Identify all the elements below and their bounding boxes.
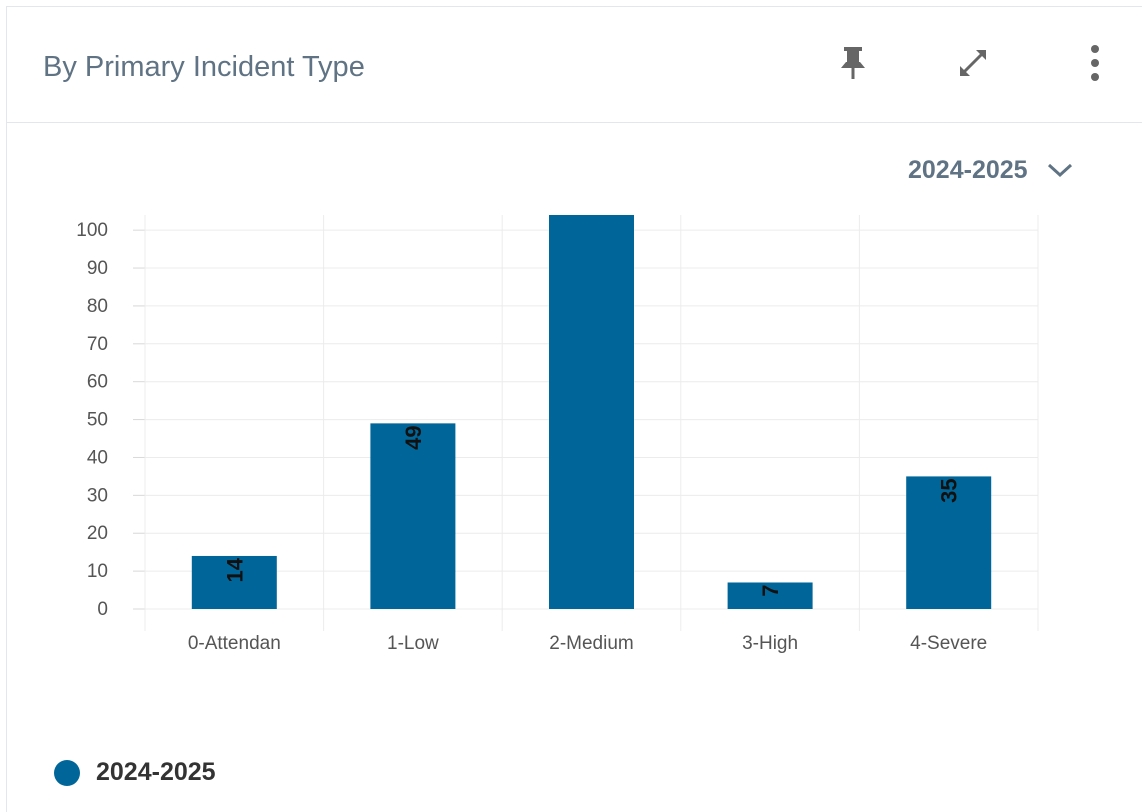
y-tick-label: 80 xyxy=(87,296,108,317)
y-tick-label: 10 xyxy=(87,561,108,582)
x-tick-label: 1-Low xyxy=(387,633,439,654)
legend-swatch xyxy=(54,759,80,786)
year-dropdown[interactable]: 2024-2025 xyxy=(908,152,1074,188)
legend-item[interactable]: 2024-2025 xyxy=(54,758,216,787)
chevron-down-icon xyxy=(1046,161,1074,179)
year-dropdown-value: 2024-2025 xyxy=(908,155,1028,184)
bar xyxy=(727,582,813,609)
bar-value-label: 49 xyxy=(401,425,426,449)
bar-value-label: 14 xyxy=(222,557,247,582)
bar-value-label: 7 xyxy=(758,584,783,596)
y-tick-label: 40 xyxy=(87,447,108,468)
pin-icon[interactable] xyxy=(833,43,873,83)
y-tick-label: 60 xyxy=(87,372,108,393)
more-vertical-icon[interactable] xyxy=(1075,43,1115,83)
legend-label: 2024-2025 xyxy=(96,758,216,786)
expand-icon[interactable] xyxy=(953,43,993,83)
x-tick-label: 3-High xyxy=(742,633,798,654)
y-tick-label: 100 xyxy=(76,220,108,241)
y-tick-label: 90 xyxy=(87,258,108,279)
y-tick-label: 0 xyxy=(97,599,108,620)
card-header: By Primary Incident Type xyxy=(7,7,1142,123)
bar xyxy=(549,215,634,609)
bar xyxy=(370,423,456,609)
card-title: By Primary Incident Type xyxy=(43,51,365,83)
x-tick-label: 0-Attendan xyxy=(188,633,281,654)
x-tick-label: 2-Medium xyxy=(549,633,633,654)
y-tick-label: 70 xyxy=(87,334,108,355)
y-tick-label: 30 xyxy=(87,485,108,506)
bar-value-label: 35 xyxy=(937,478,962,502)
y-tick-label: 50 xyxy=(87,410,108,431)
y-tick-label: 20 xyxy=(87,523,108,544)
x-tick-label: 4-Severe xyxy=(910,633,987,654)
bar xyxy=(191,555,277,609)
bar xyxy=(906,476,992,609)
bar-chart: 0 10 20 30 40 50 60 70 80 90 100 14 0-Attendan 49 1-Lo… xyxy=(76,215,1039,654)
